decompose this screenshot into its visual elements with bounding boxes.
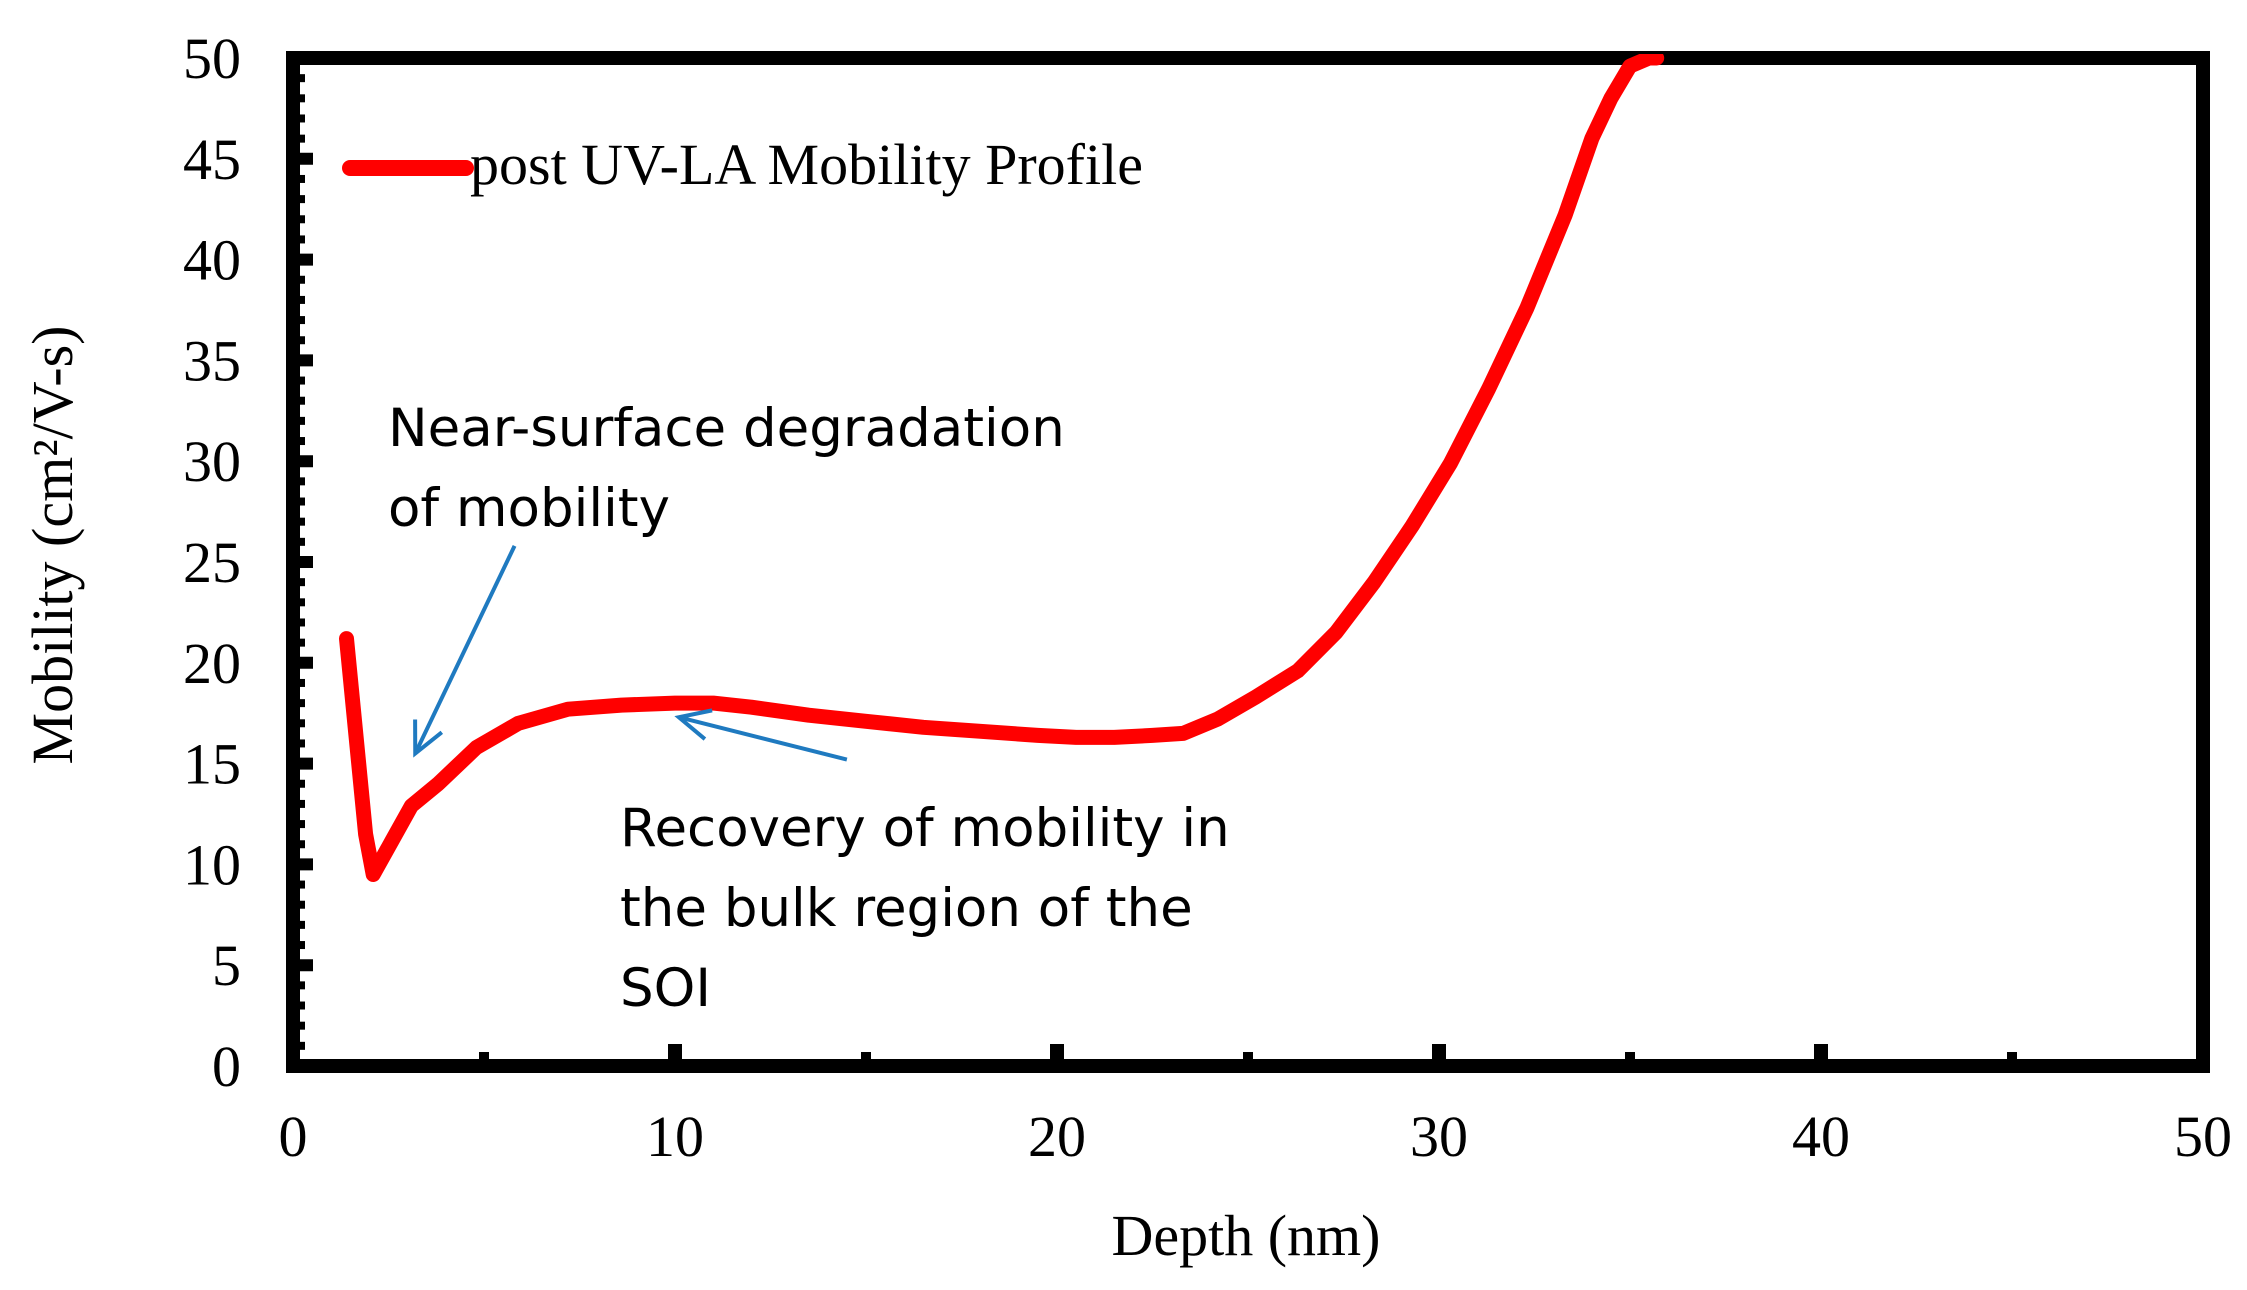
y-tick-label: 5 [212, 933, 241, 998]
annotation-text-recovery: SOI [620, 958, 711, 1019]
legend-label: post UV-LA Mobility Profile [470, 132, 1143, 197]
x-axis-label: Depth (nm) [1112, 1203, 1381, 1268]
annotation-arrow-head [413, 719, 444, 758]
annotation-text-recovery: Recovery of mobility in [620, 798, 1230, 859]
y-axis-ticks: 0 5 10 15 20 25 30 35 40 45 50 [183, 26, 313, 1099]
plot-frame [286, 51, 2210, 1073]
y-tick-label: 0 [212, 1034, 241, 1099]
plot-border [286, 51, 2210, 1073]
x-axis-ticks: 0 10 20 30 40 50 [279, 1044, 2232, 1169]
series-line-0 [339, 54, 1665, 882]
annotation-text-near-surface: Near-surface degradation [388, 398, 1065, 459]
y-tick-label: 20 [183, 631, 241, 696]
x-tick-label: 20 [1028, 1104, 1086, 1169]
legend: post UV-LA Mobility Profile [342, 132, 1143, 197]
annotation-arrow-shaft [678, 715, 848, 762]
x-tick-label: 10 [646, 1104, 704, 1169]
y-axis-label: Mobility (cm²/V-s) [20, 326, 85, 765]
annotation-text-recovery: the bulk region of the [620, 878, 1193, 939]
annotation-text-near-surface: of mobility [388, 478, 670, 539]
x-tick-label: 40 [1792, 1104, 1850, 1169]
x-tick-label: 30 [1410, 1104, 1468, 1169]
y-tick-label: 40 [183, 228, 241, 293]
y-tick-label: 25 [183, 530, 241, 595]
y-tick-label: 15 [183, 732, 241, 797]
annotation-arrow-head [674, 708, 713, 741]
x-tick-label: 50 [2174, 1104, 2232, 1169]
series-layer [339, 54, 1665, 882]
y-tick-label: 10 [183, 832, 241, 897]
annotation-layer: Near-surface degradation of mobility Recov… [388, 398, 1230, 1019]
y-tick-label: 50 [183, 26, 241, 91]
x-tick-label: 0 [279, 1104, 308, 1169]
y-tick-label: 45 [183, 127, 241, 192]
y-tick-label: 30 [183, 429, 241, 494]
y-tick-label: 35 [183, 328, 241, 393]
annotation-arrow-shaft [413, 545, 517, 755]
